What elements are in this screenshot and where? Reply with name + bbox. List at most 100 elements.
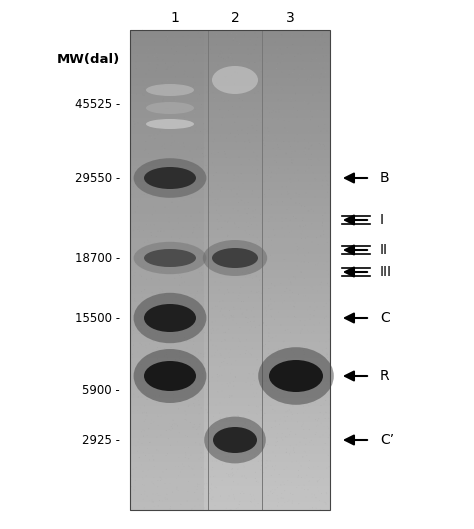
Point <box>305 358 312 366</box>
Text: 15500 -: 15500 - <box>75 312 120 324</box>
Point <box>242 445 249 453</box>
Point <box>132 62 139 70</box>
Point <box>238 268 246 277</box>
Point <box>242 313 249 322</box>
Point <box>131 483 139 491</box>
Point <box>319 107 327 116</box>
Bar <box>130 214 330 223</box>
Point <box>297 370 305 379</box>
Point <box>228 186 235 194</box>
Point <box>153 146 160 154</box>
Point <box>247 414 255 423</box>
Point <box>197 404 205 412</box>
Point <box>274 495 282 503</box>
Point <box>230 312 237 320</box>
Point <box>189 144 196 153</box>
Point <box>175 453 182 462</box>
Bar <box>130 70 330 78</box>
Point <box>203 88 211 96</box>
Point <box>251 450 259 459</box>
Point <box>320 123 328 131</box>
Point <box>303 393 311 401</box>
Point <box>256 400 264 409</box>
Point <box>185 358 193 366</box>
Point <box>205 191 213 200</box>
Point <box>288 97 295 106</box>
Point <box>213 215 221 224</box>
Point <box>320 302 328 311</box>
Point <box>147 71 155 79</box>
Point <box>180 157 187 165</box>
Point <box>137 360 145 369</box>
Point <box>245 204 252 213</box>
Point <box>267 49 274 58</box>
Point <box>247 379 255 387</box>
Point <box>171 421 178 429</box>
Point <box>286 153 294 162</box>
Point <box>140 504 148 512</box>
Point <box>282 244 289 252</box>
Point <box>290 272 297 281</box>
Point <box>215 103 223 112</box>
Point <box>290 386 297 395</box>
Point <box>236 103 244 111</box>
Point <box>287 279 295 288</box>
Point <box>241 419 249 427</box>
Point <box>231 495 238 503</box>
Point <box>294 140 302 148</box>
Point <box>180 467 187 475</box>
Point <box>181 147 189 156</box>
Point <box>304 232 312 241</box>
Point <box>140 387 147 396</box>
Point <box>306 311 314 319</box>
Point <box>221 313 228 321</box>
Point <box>182 394 189 402</box>
Point <box>298 473 305 482</box>
Point <box>195 396 202 405</box>
Point <box>198 447 206 455</box>
Point <box>143 301 150 309</box>
Bar <box>130 174 330 183</box>
Point <box>173 163 181 172</box>
Point <box>235 40 242 49</box>
Point <box>267 390 274 398</box>
Point <box>264 104 271 112</box>
Point <box>265 125 273 133</box>
Point <box>210 88 217 97</box>
Point <box>216 349 224 358</box>
Point <box>255 101 263 110</box>
Point <box>140 386 148 395</box>
Point <box>135 223 143 232</box>
Point <box>159 56 166 64</box>
Point <box>225 382 232 390</box>
Ellipse shape <box>146 119 194 129</box>
Point <box>269 160 277 168</box>
Point <box>287 408 295 416</box>
Point <box>159 50 167 59</box>
Point <box>130 486 138 494</box>
Point <box>158 317 166 326</box>
Point <box>248 161 256 169</box>
Point <box>141 231 148 239</box>
Point <box>254 33 261 42</box>
Point <box>310 168 317 177</box>
Point <box>216 253 224 262</box>
Point <box>301 349 308 357</box>
Point <box>229 177 237 185</box>
Point <box>202 151 210 160</box>
Point <box>246 369 253 378</box>
Point <box>292 68 299 77</box>
Point <box>234 294 242 303</box>
Point <box>176 379 184 388</box>
Point <box>305 76 312 85</box>
Point <box>210 138 217 146</box>
Point <box>264 233 272 242</box>
Point <box>249 491 257 499</box>
Point <box>257 466 264 474</box>
Point <box>161 352 168 360</box>
Point <box>173 485 181 493</box>
Point <box>225 106 232 115</box>
Point <box>236 289 244 297</box>
Point <box>265 284 273 293</box>
Point <box>153 64 160 72</box>
